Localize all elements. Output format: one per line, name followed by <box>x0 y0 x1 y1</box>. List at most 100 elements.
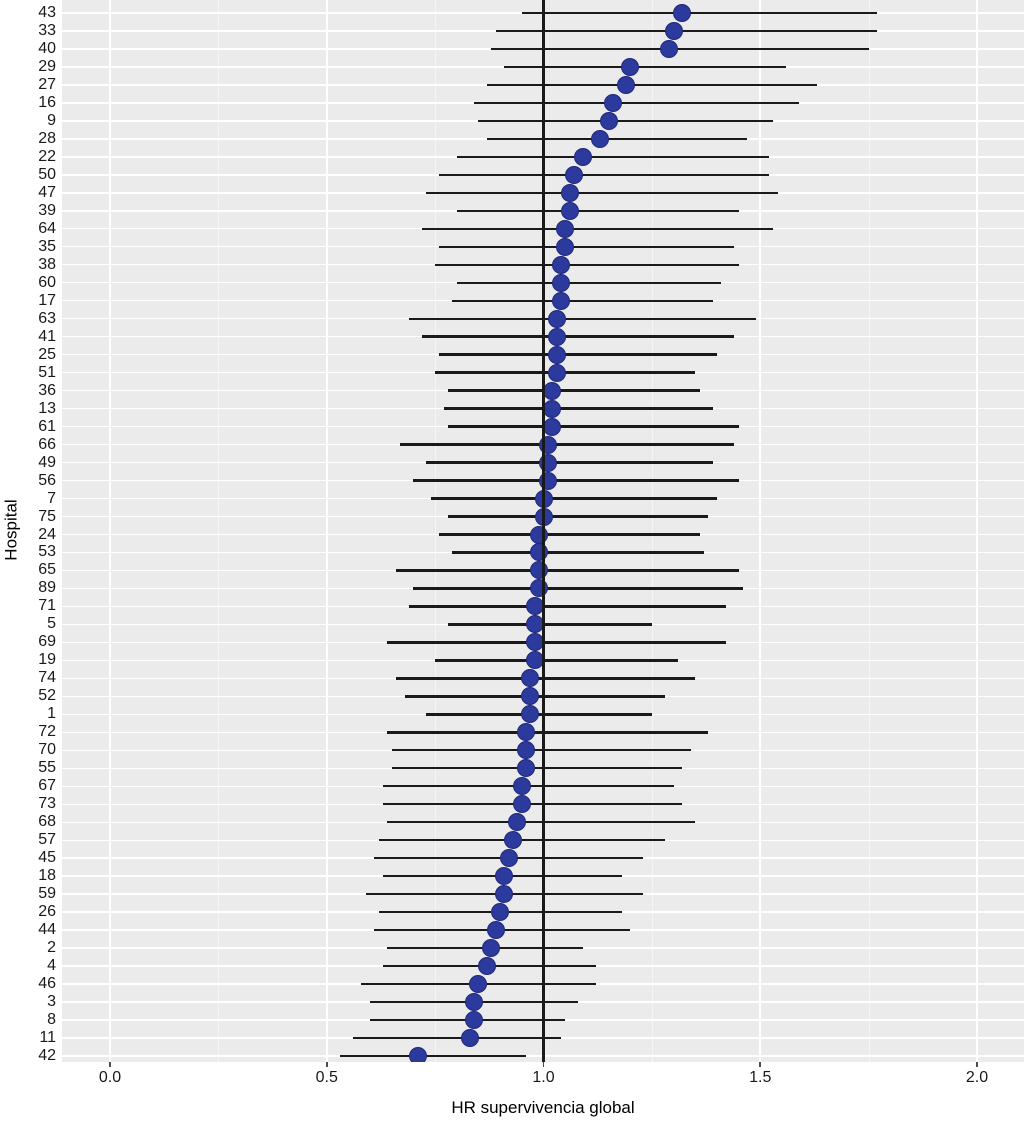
y-axis-tick-label: 51 <box>38 363 56 381</box>
confidence-interval-line <box>387 821 696 824</box>
confidence-interval-line <box>383 803 683 806</box>
y-axis-tick-label: 69 <box>38 633 56 651</box>
data-point <box>495 867 514 886</box>
data-point <box>560 201 579 220</box>
data-point <box>512 795 531 814</box>
y-axis-tick-label: 38 <box>38 255 56 273</box>
y-axis-tick-label: 39 <box>38 201 56 219</box>
y-axis-tick-label: 27 <box>38 75 56 93</box>
y-axis-tick-label: 26 <box>38 903 56 921</box>
y-axis-tick-label: 35 <box>38 237 56 255</box>
data-point <box>603 93 622 112</box>
confidence-interval-line <box>430 497 717 500</box>
data-point <box>525 597 544 616</box>
data-point <box>495 885 514 904</box>
y-axis-tick-label: 56 <box>38 471 56 489</box>
data-point <box>525 615 544 634</box>
data-point <box>547 327 566 346</box>
y-axis-tick-label: 25 <box>38 345 56 363</box>
y-axis-tick-label: 59 <box>38 885 56 903</box>
confidence-interval-line <box>448 515 709 518</box>
x-axis-tick-label: 1.0 <box>532 1069 555 1086</box>
y-axis-tick-label: 17 <box>38 291 56 309</box>
x-axis-title: HR supervivencia global <box>451 1098 635 1117</box>
confidence-interval-line <box>387 731 709 734</box>
data-point <box>556 219 575 238</box>
data-point <box>616 75 635 94</box>
confidence-interval-line <box>422 335 735 338</box>
y-axis-tick-label: 36 <box>38 381 56 399</box>
y-axis-tick-label: 43 <box>38 4 56 21</box>
confidence-interval-line <box>487 83 817 87</box>
x-axis-tick-mark <box>976 1062 978 1067</box>
reference-line <box>542 0 545 1062</box>
confidence-interval-line <box>439 173 769 177</box>
data-point <box>517 723 536 742</box>
plot-panel <box>62 0 1024 1062</box>
confidence-interval-line <box>452 299 713 302</box>
y-axis-tick-labels: 43 33 40 29 27 16 9 28 22 50 47 39 64 35 38 60 17 63 41 25 5… <box>18 0 80 1064</box>
data-point <box>521 669 540 688</box>
confidence-interval-line <box>391 767 683 770</box>
y-axis-tick-label: 46 <box>38 975 56 993</box>
confidence-interval-line <box>487 137 748 141</box>
y-axis-tick-label: 18 <box>38 867 56 885</box>
confidence-interval-line <box>387 641 726 644</box>
confidence-interval-line <box>391 749 691 752</box>
data-point <box>551 255 570 274</box>
y-axis-tick-label: 53 <box>38 543 56 561</box>
data-point <box>543 399 562 418</box>
y-axis-tick-label: 11 <box>39 1029 56 1047</box>
y-axis-tick-label: 75 <box>38 507 56 525</box>
data-point <box>508 813 527 832</box>
data-point <box>556 237 575 256</box>
y-axis-tick-label: 50 <box>38 165 56 183</box>
y-axis-tick-label: 45 <box>38 849 56 867</box>
y-axis-tick-label: 65 <box>38 561 56 579</box>
y-axis-tick-label: 2 <box>47 939 56 957</box>
data-point <box>551 291 570 310</box>
data-point <box>530 543 549 562</box>
confidence-interval-line <box>422 227 774 230</box>
data-point <box>465 993 484 1012</box>
y-axis-tick-label: 63 <box>38 309 56 327</box>
data-point <box>530 561 549 580</box>
confidence-interval-line <box>439 353 717 356</box>
confidence-interval-line <box>352 1036 561 1040</box>
data-point <box>525 651 544 670</box>
confidence-interval-line <box>491 47 869 51</box>
y-axis-tick-label: 68 <box>38 813 56 831</box>
confidence-interval-line <box>474 101 800 105</box>
data-point <box>478 957 497 976</box>
confidence-interval-line <box>413 587 743 590</box>
data-point <box>486 921 505 940</box>
confidence-interval-line <box>426 191 778 195</box>
y-axis-tick-label: 40 <box>38 39 56 57</box>
data-point <box>547 345 566 364</box>
confidence-interval-line <box>495 29 878 33</box>
confidence-interval-line <box>396 569 739 572</box>
data-point <box>543 381 562 400</box>
data-point <box>512 777 531 796</box>
confidence-interval-line <box>396 677 696 680</box>
x-axis-tick-label: 0.0 <box>98 1069 122 1086</box>
y-axis-tick-label: 52 <box>38 687 56 705</box>
confidence-interval-line <box>456 155 769 159</box>
data-point <box>469 975 488 994</box>
y-axis-tick-label: 22 <box>38 147 56 165</box>
gridline-minor-vertical <box>868 0 870 1062</box>
confidence-interval-line <box>448 389 700 392</box>
y-axis-tick-label: 3 <box>47 993 56 1011</box>
x-axis-tick-mark <box>759 1062 762 1067</box>
x-axis-tick-label: 0.5 <box>315 1069 338 1086</box>
y-axis-tick-label: 70 <box>38 741 56 759</box>
confidence-interval-line <box>409 605 726 608</box>
y-axis-tick-label: 44 <box>38 921 56 939</box>
confidence-interval-line <box>426 461 713 464</box>
confidence-interval-line <box>456 281 722 284</box>
gridline-major-vertical <box>109 0 111 1062</box>
data-point <box>599 111 618 130</box>
confidence-interval-line <box>456 209 739 212</box>
y-axis-tick-label: 47 <box>38 183 56 201</box>
